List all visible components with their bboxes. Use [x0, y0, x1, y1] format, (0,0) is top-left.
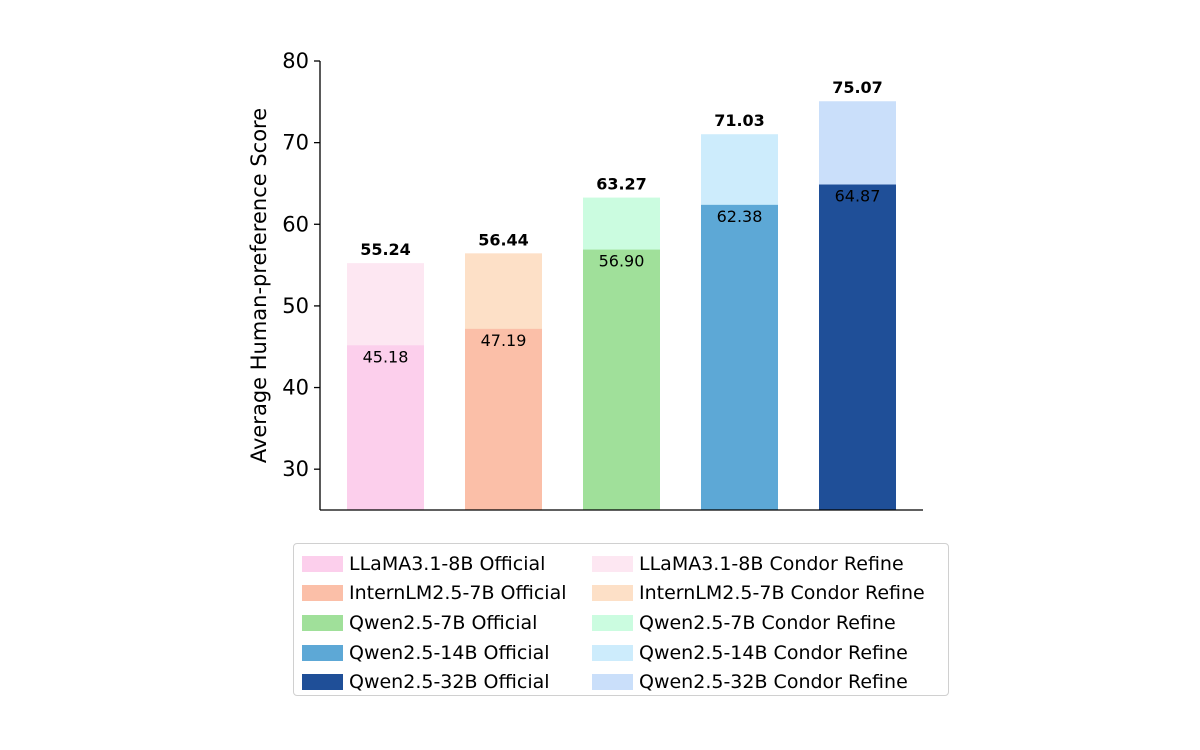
bar-official	[347, 345, 424, 510]
legend-item-llama-refine: LLaMA3.1-8B Condor Refine	[592, 549, 932, 579]
bar-official	[583, 249, 660, 510]
y-tick-label: 60	[282, 212, 309, 236]
data-label-refine: 55.24	[360, 240, 411, 259]
legend-item-qwen7b-refine: Qwen2.5-7B Condor Refine	[592, 608, 932, 638]
legend-swatch	[302, 555, 343, 572]
legend-label: InternLM2.5-7B Condor Refine	[639, 582, 925, 605]
legend-label: LLaMA3.1-8B Official	[349, 552, 546, 575]
y-tick-label: 70	[282, 131, 309, 155]
legend-item-llama-official: LLaMA3.1-8B Official	[302, 549, 592, 579]
data-label-official: 62.38	[717, 207, 763, 226]
data-label-refine: 75.07	[832, 78, 883, 97]
legend-label: Qwen2.5-7B Condor Refine	[639, 611, 896, 634]
legend-item-qwen14b-official: Qwen2.5-14B Official	[302, 638, 592, 668]
legend-label: Qwen2.5-32B Official	[349, 671, 550, 694]
legend-swatch	[592, 614, 633, 631]
data-label-official: 47.19	[481, 331, 527, 350]
legend-label: Qwen2.5-7B Official	[349, 611, 538, 634]
legend-label: Qwen2.5-14B Official	[349, 641, 550, 664]
y-tick-label: 40	[282, 376, 309, 400]
data-label-official: 45.18	[363, 347, 409, 366]
legend-label: LLaMA3.1-8B Condor Refine	[639, 552, 904, 575]
legend-item-internlm-refine: InternLM2.5-7B Condor Refine	[592, 579, 932, 609]
data-label-official: 64.87	[835, 187, 881, 206]
y-axis-label: Average Human-preference Score	[247, 108, 271, 463]
y-tick-label: 30	[282, 457, 309, 481]
data-label-refine: 63.27	[596, 175, 647, 194]
bar-official	[465, 328, 542, 510]
legend-swatch	[302, 644, 343, 661]
legend-label: InternLM2.5-7B Official	[349, 582, 567, 605]
legend-item-qwen14b-refine: Qwen2.5-14B Condor Refine	[592, 638, 932, 668]
legend-swatch	[302, 674, 343, 691]
legend-swatch	[592, 585, 633, 602]
legend-item-qwen32b-official: Qwen2.5-32B Official	[302, 667, 592, 697]
legend-label: Qwen2.5-14B Condor Refine	[639, 641, 908, 664]
bar-official	[819, 184, 896, 511]
data-label-refine: 71.03	[714, 111, 765, 130]
data-label-official: 56.90	[599, 252, 645, 271]
legend-grid: LLaMA3.1-8B Official LLaMA3.1-8B Condor …	[302, 549, 932, 697]
y-tick-label: 80	[282, 49, 309, 73]
legend-label: Qwen2.5-32B Condor Refine	[639, 671, 908, 694]
y-tick-label: 50	[282, 294, 309, 318]
legend-swatch	[592, 674, 633, 691]
legend-swatch	[592, 644, 633, 661]
bar-official	[701, 204, 778, 511]
legend: LLaMA3.1-8B Official LLaMA3.1-8B Condor …	[293, 543, 949, 696]
legend-item-qwen32b-refine: Qwen2.5-32B Condor Refine	[592, 667, 932, 697]
legend-swatch	[592, 555, 633, 572]
legend-swatch	[302, 614, 343, 631]
legend-item-internlm-official: InternLM2.5-7B Official	[302, 579, 592, 609]
legend-item-qwen7b-official: Qwen2.5-7B Official	[302, 608, 592, 638]
legend-swatch	[302, 585, 343, 602]
data-label-refine: 56.44	[478, 230, 529, 249]
